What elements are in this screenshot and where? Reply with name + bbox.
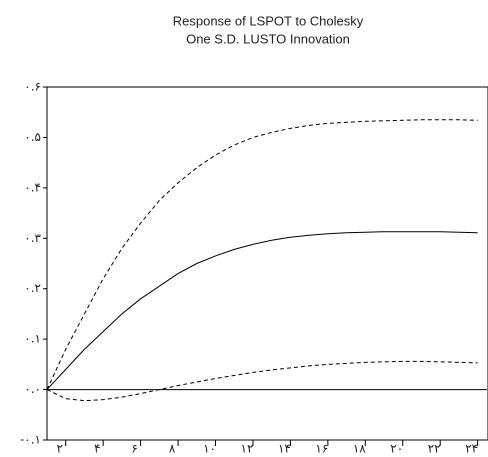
plot-frame (46, 86, 488, 441)
y-tick-label: -۰.۱ (20, 433, 41, 447)
y-tick-label: ۰.۴ (24, 180, 41, 194)
y-tick-label: ۰.۱ (24, 332, 41, 346)
x-tick-label: ۱۰ (203, 442, 216, 456)
chart-title: One S.D. LUSTO Innovation (186, 31, 350, 46)
x-tick-label: ۲۴ (465, 442, 478, 456)
x-tick-label: ۲ (56, 442, 62, 456)
y-tick-label: ۰.۰ (24, 382, 41, 396)
y-tick-label: ۰.۲ (24, 281, 41, 295)
chart-title: Response of LSPOT to Cholesky (173, 13, 364, 28)
x-tick-label: ۲۰ (390, 442, 403, 456)
y-tick-label: ۰.۳ (24, 231, 41, 245)
x-tick-label: ۴ (94, 442, 100, 456)
x-tick-label: ۱۸ (353, 442, 366, 456)
x-tick-label: ۱۶ (315, 442, 328, 456)
series-line (46, 119, 478, 390)
y-tick-label: ۰.۶ (24, 80, 41, 94)
x-tick-label: ۶ (131, 442, 137, 456)
series-line (46, 231, 478, 390)
x-tick-label: ۲۲ (428, 442, 441, 456)
series-line (46, 360, 478, 402)
x-tick-label: ۱۲ (241, 442, 254, 456)
y-tick-label: ۰.۵ (24, 130, 41, 144)
x-tick-label: ۸ (169, 442, 176, 456)
x-tick-label: ۱۴ (278, 442, 291, 456)
